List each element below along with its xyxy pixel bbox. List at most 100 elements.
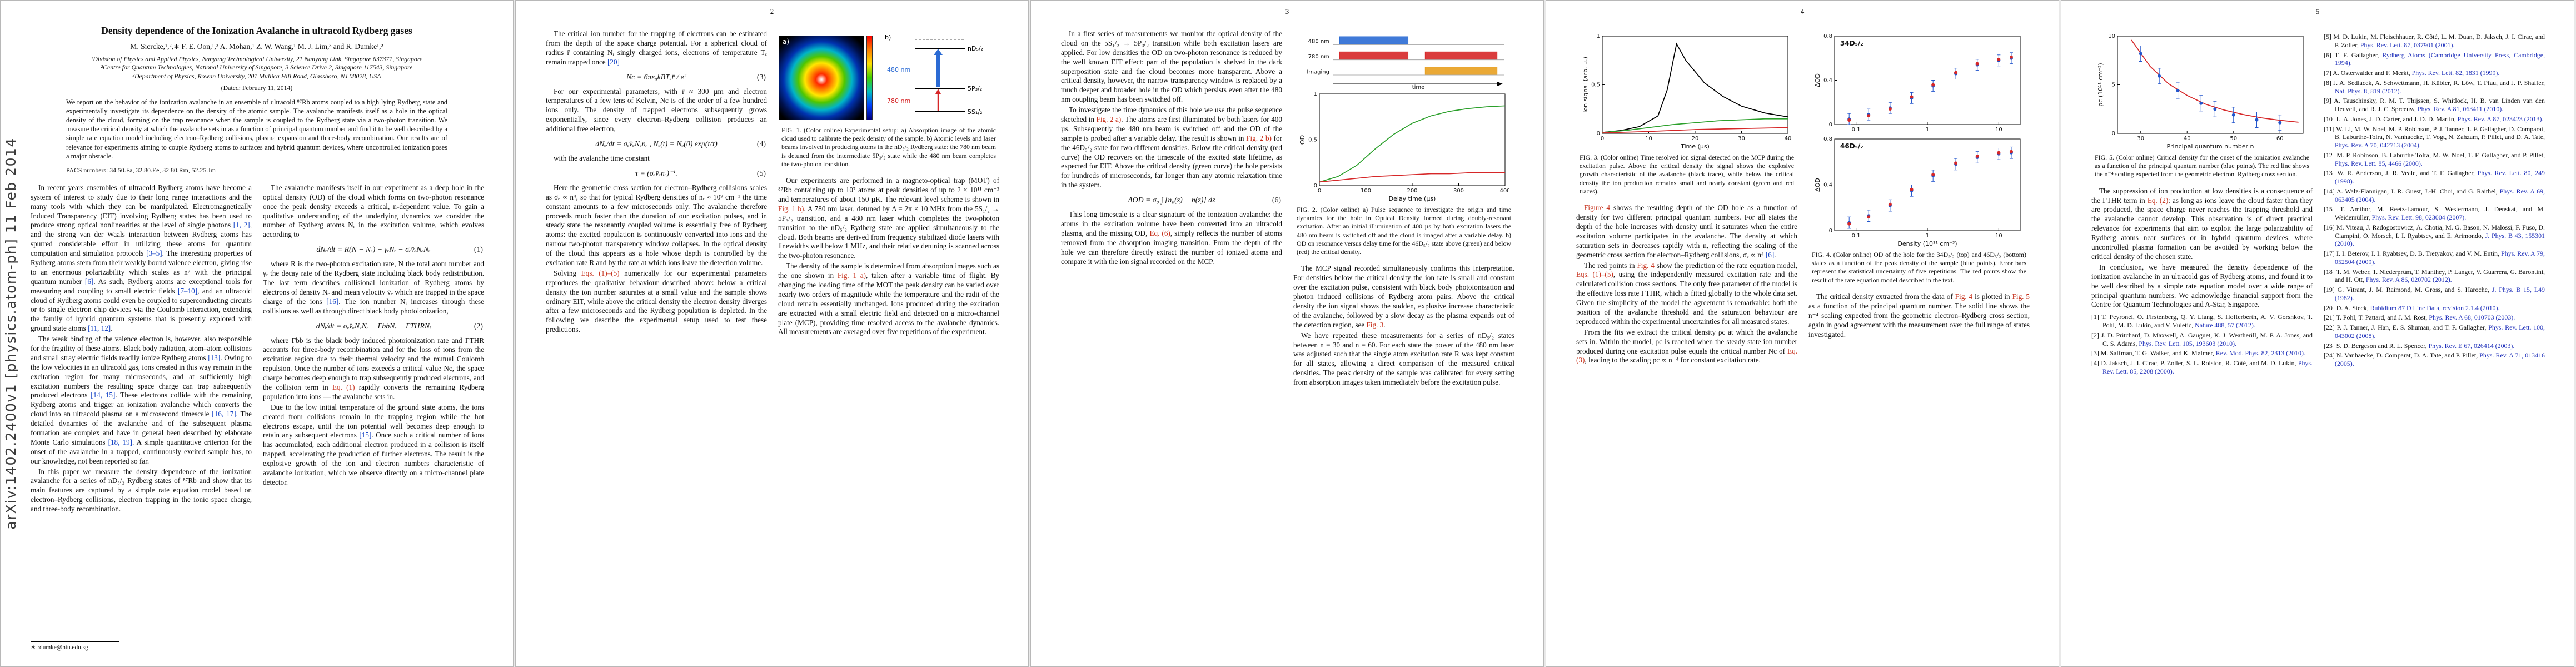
reference-link[interactable]: Nature 488, 57 (2012). (2195, 321, 2255, 330)
svg-text:46D₅/₂: 46D₅/₂ (1840, 142, 1864, 150)
paragraph: where Γbb is the black body induced phot… (263, 336, 484, 401)
absorption-image: a) (779, 36, 873, 120)
paragraph: The weak binding of the valence electron… (31, 335, 252, 465)
paragraph: The red points in Fig. 4 show the predic… (1576, 261, 1798, 326)
reference-link[interactable]: Phys. Rev. Lett. 80, 249 (1998). (2335, 169, 2545, 185)
paper-title: Density dependence of the Ionization Ava… (101, 25, 412, 36)
reference-link[interactable]: Phys. Rev. Lett. 105, 193603 (2010). (2139, 339, 2237, 347)
svg-text:ΔOD: ΔOD (1814, 178, 1821, 192)
figure-4-caption: FIG. 4. (Color online) OD of the hole fo… (1812, 251, 2026, 284)
paragraph: In conclusion, we have measured the dens… (2091, 262, 2313, 309)
level-diagram: b) 5S₁/₂ 5P₃/₂ nD₅/₂ 780 (885, 34, 983, 116)
svg-text:0.1: 0.1 (1852, 233, 1861, 239)
reference-link[interactable]: Phys. Rev. Lett. 87, 037901 (2001). (2360, 41, 2455, 49)
reference-link[interactable]: Phys. Rev. Lett. 100, 043002 (2008). (2335, 323, 2545, 340)
reference-item: [22] P. J. Tanner, J. Han, E. S. Shuman,… (2324, 323, 2545, 340)
reference-link[interactable]: Rev. Mod. Phys. 82, 2313 (2010). (2215, 349, 2305, 357)
page3-right-column: 480 nm 780 nm Imaging time 0 100 200 300 400 0 0.… (1293, 29, 1514, 389)
reference-link[interactable]: Rydberg Atoms (Cambridge University Pres… (2335, 51, 2545, 67)
reference-link[interactable]: Phys. Rev. A 87, 023423 (2013). (2457, 115, 2544, 123)
paragraph: In a first series of measurements we mon… (1061, 29, 1282, 104)
critical-density-chart: 30 40 50 60 0 5 10 Principal quantum number n ρc… (2097, 33, 2304, 150)
reference-item: [11] W. Li, M. W. Noel, M. P. Robinson, … (2324, 125, 2545, 150)
equation-1: dNᵣ/dt = R(N − Nᵣ) − γᵣNᵣ − σₑv̄ₑNₑNᵣ (1) (316, 245, 483, 254)
reference-link[interactable]: Phys. Rev. Lett. 85, 4466 (2000). (2335, 159, 2423, 167)
reference-item: [1] T. Peyronel, O. Firstenberg, Q. Y. L… (2091, 313, 2313, 330)
svg-text:60: 60 (2276, 136, 2284, 142)
svg-text:ΔOD: ΔOD (1814, 73, 1821, 87)
reference-link[interactable]: Phys. Rev. Lett. 85, 2208 (2000). (2102, 359, 2313, 375)
affiliation-1: ¹Division of Physics and Applied Physics… (91, 55, 423, 63)
page5-left-column: 30 40 50 60 0 5 10 Principal quantum number n ρc… (2091, 29, 2313, 377)
figure-5-caption: FIG. 5. (Color online) Critical density … (2095, 153, 2309, 178)
svg-text:Density (10¹¹ cm⁻³): Density (10¹¹ cm⁻³) (1897, 240, 1957, 247)
svg-text:0: 0 (1318, 188, 1321, 194)
reference-link[interactable]: Rubidium 87 D Line Data, revision 2.1.4 … (2370, 303, 2500, 312)
level-label-intermediate: 5P₃/₂ (968, 85, 982, 92)
reference-link[interactable]: Phys. Rev. A 79, 052504 (2009). (2335, 250, 2545, 266)
page1-right-column: The avalanche manifests itself in our ex… (263, 183, 484, 515)
figure-5: 30 40 50 60 0 5 10 Principal quantum number n ρc… (2091, 32, 2313, 179)
abstract: We report on the behavior of the ionizat… (66, 98, 447, 160)
svg-text:OD: OD (1299, 135, 1306, 145)
svg-text:0.5: 0.5 (1308, 137, 1317, 143)
svg-text:400: 400 (1499, 188, 1509, 194)
page5-right-column: [5] M. D. Lukin, M. Fleischhauer, R. Côt… (2324, 29, 2545, 377)
reference-item: [15] T. Amthor, M. Reetz-Lamour, S. West… (2324, 205, 2545, 221)
reference-item: [19] G. Vitrant, J. M. Raimond, M. Gross… (2324, 286, 2545, 302)
reference-item: [13] W. R. Anderson, J. R. Veale, and T.… (2324, 169, 2545, 185)
reference-item: [18] T. M. Weber, T. Niederprüm, T. Mant… (2324, 267, 2545, 284)
figure-3: 0 10 20 30 40 0 0.5 1 Time (µs) Ion signal (arb. … (1576, 32, 1797, 196)
svg-text:5: 5 (2112, 82, 2115, 88)
reference-link[interactable]: Phys. Rev. Lett. 98, 023004 (2007). (2371, 213, 2467, 221)
page4-right-column: 0.1 1 10 0 0.4 0.8 ΔOD 34D₅/₂ 0.1 1 10 0 0.4 0.8 Dens… (1808, 29, 2030, 366)
reference-item: [5] M. D. Lukin, M. Fleischhauer, R. Côt… (2324, 33, 2545, 49)
svg-text:0: 0 (1829, 122, 1832, 128)
reference-link[interactable]: J. Phys. B 43, 155301 (2010). (2335, 231, 2545, 248)
svg-text:b): b) (885, 34, 891, 41)
svg-text:ρc (10¹¹ cm⁻³): ρc (10¹¹ cm⁻³) (2097, 63, 2104, 106)
panel-label-a: a) (783, 38, 790, 46)
figure-4: 0.1 1 10 0 0.4 0.8 ΔOD 34D₅/₂ 0.1 1 10 0 0.4 0.8 Dens… (1808, 32, 2030, 285)
reference-link[interactable]: Phys. Rev. A 69, 063405 (2004). (2335, 187, 2545, 203)
svg-text:0.8: 0.8 (1823, 33, 1832, 39)
label-780nm: 780 nm (887, 97, 910, 104)
paragraph: Solving Eqs. (1)–(5) numerically for our… (546, 268, 767, 334)
reference-link[interactable]: Phys. Rev. A 70, 042713 (2004). (2335, 141, 2421, 149)
reference-list-right: [5] M. D. Lukin, M. Fleischhauer, R. Côt… (2324, 33, 2545, 368)
paragraph: The density of the sample is determined … (778, 262, 999, 336)
svg-text:300: 300 (1453, 188, 1464, 194)
svg-text:40: 40 (2184, 136, 2191, 142)
reference-item: [7] A. Osterwalder and F. Merkt, Phys. R… (2324, 69, 2500, 77)
pacs-numbers: PACS numbers: 34.50.Fa, 32.80.Ee, 32.80.… (66, 166, 216, 174)
reference-link[interactable]: Phys. Rev. Lett. 82, 1831 (1999). (2411, 69, 2500, 77)
atom-cloud-heatmap (779, 36, 864, 120)
svg-text:1: 1 (1926, 233, 1929, 239)
svg-text:780 nm: 780 nm (1308, 54, 1329, 60)
reference-link[interactable]: Nat. Phys. 8, 819 (2012). (2335, 87, 2401, 95)
svg-text:1: 1 (1597, 33, 1600, 39)
svg-text:34D₅/₂: 34D₅/₂ (1840, 39, 1864, 47)
svg-text:0: 0 (1597, 131, 1600, 137)
reference-link[interactable]: Phys. Rev. A 81, 063411 (2010). (2417, 105, 2504, 113)
reference-item: [6] T. F. Gallagher, Rydberg Atoms (Camb… (2324, 51, 2545, 67)
reference-link[interactable]: J. Phys. B 15, L49 (1982). (2335, 286, 2545, 302)
svg-text:Ion signal (arb. u.): Ion signal (arb. u.) (1582, 57, 1589, 113)
reference-link[interactable]: Phys. Rev. A 68, 010703 (2003). (2429, 313, 2515, 322)
reference-list-left: [1] T. Peyronel, O. Firstenberg, Q. Y. L… (2091, 313, 2313, 375)
reference-link[interactable]: Phys. Rev. E 67, 026414 (2003). (2428, 341, 2515, 350)
colorbar (866, 36, 873, 120)
reference-item: [2] J. D. Pritchard, D. Maxwell, A. Gaug… (2091, 331, 2313, 347)
paragraph: In this paper we measure the density dep… (31, 467, 252, 514)
figure-1: a) b) 5S₁/₂ 5P₃/₂ (778, 32, 999, 168)
reference-link[interactable]: Phys. Rev. A 71, 013416 (2005). (2335, 351, 2545, 367)
reference-item: [14] A. Walz-Flannigan, J. R. Guest, J.-… (2324, 187, 2545, 203)
reference-link[interactable]: Phys. Rev. A 86, 020702 (2012). (2365, 276, 2452, 284)
author-list: M. Siercke,¹,²,∗ F. E. Oon,¹,² A. Mohan,… (130, 42, 383, 51)
page-5: 5 30 40 50 60 0 5 10 Principal quantum number n… (2061, 0, 2574, 667)
paragraph: To investigate the time dynamics of this… (1061, 106, 1282, 190)
equation-4: dNₑ/dt = σₑv̄ₑNₑnᵣ , Nₑ(t) = Nₑ(0) exp(t… (595, 140, 766, 148)
page4-left-column: 0 10 20 30 40 0 0.5 1 Time (µs) Ion signal (arb. … (1576, 29, 1797, 366)
svg-text:30: 30 (2137, 136, 2144, 142)
